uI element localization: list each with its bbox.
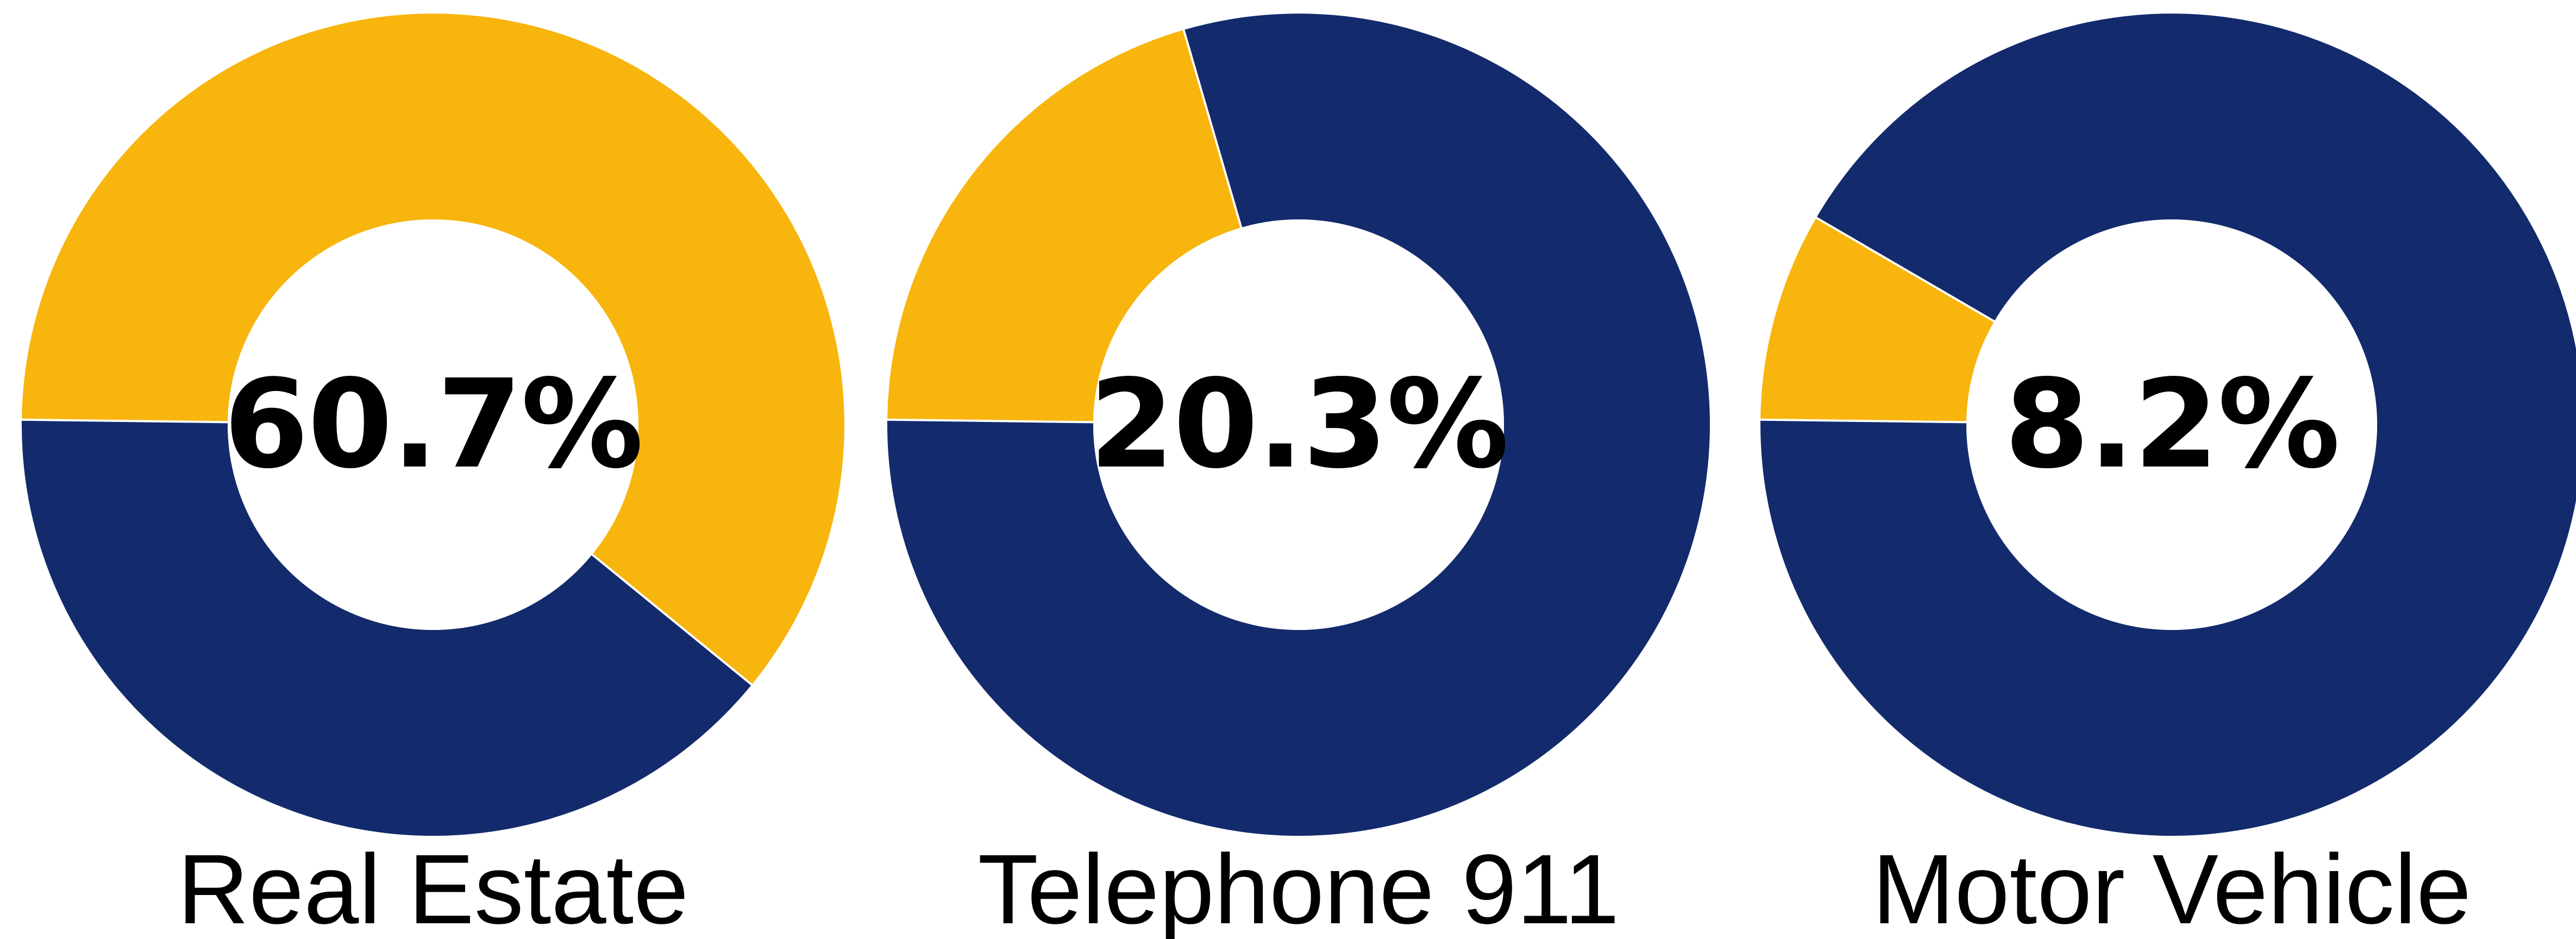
center-value-telephone-911: 20.3%	[1089, 354, 1508, 496]
chart-label-motor-vehicle: Motor Vehicle	[1872, 834, 2472, 939]
slice-divider-telephone-911-0	[887, 418, 1094, 424]
chart-label-telephone-911: Telephone 911	[978, 834, 1620, 939]
slice-telephone-911-share	[887, 30, 1242, 423]
donut-telephone-911: 20.3% Telephone 911	[887, 14, 1710, 939]
donut-hole-telephone-911	[1093, 219, 1504, 630]
slice-real-estate-remainder	[22, 419, 752, 836]
slice-motor-vehicle-remainder	[1760, 14, 2576, 836]
donut-hole-real-estate	[228, 219, 638, 630]
center-value-motor-vehicle: 8.2%	[2004, 354, 2339, 496]
slice-real-estate-share	[22, 14, 844, 685]
slice-telephone-911-remainder	[887, 14, 1710, 836]
slice-divider-real-estate-1	[591, 553, 753, 686]
donut-motor-vehicle: 8.2% Motor Vehicle	[1760, 14, 2576, 939]
slice-divider-motor-vehicle-0	[1760, 418, 1967, 424]
center-value-real-estate: 60.7%	[224, 354, 643, 496]
slice-divider-telephone-911-1	[1182, 29, 1243, 229]
slice-divider-real-estate-0	[21, 418, 229, 424]
donut-real-estate: 60.7% Real Estate	[21, 14, 844, 939]
slice-motor-vehicle-share	[1760, 217, 1995, 423]
slice-divider-motor-vehicle-1	[1815, 216, 1996, 323]
chart-label-real-estate: Real Estate	[178, 834, 689, 939]
donut-hole-motor-vehicle	[1966, 219, 2377, 630]
